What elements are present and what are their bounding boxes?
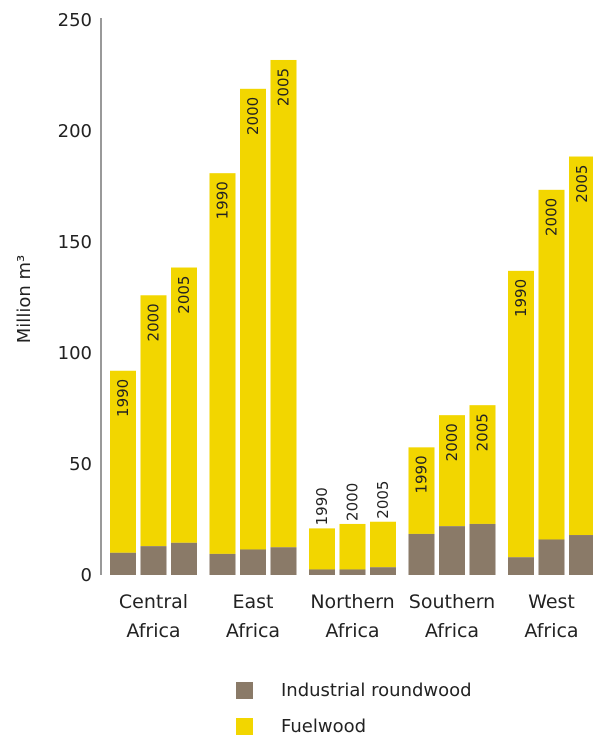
bar-fuelwood <box>439 415 465 527</box>
x-category-label: East <box>233 591 274 613</box>
bar-year-label: 2005 <box>573 165 591 203</box>
legend-swatch-fuelwood <box>236 717 253 735</box>
bar-year-label: 2000 <box>145 303 163 341</box>
x-category-label: Africa <box>126 620 180 642</box>
x-axis-labels: Central Africa East Africa Northern Africa Sou… <box>119 591 579 642</box>
x-category-label: Africa <box>425 620 479 642</box>
bar-industrial-roundwood <box>439 526 465 575</box>
x-category-label: Africa <box>325 620 379 642</box>
bar-industrial-roundwood <box>339 569 366 575</box>
bar-fuelwood <box>339 523 366 570</box>
bar-year-label: 1990 <box>413 455 431 493</box>
bar-year-label: 2000 <box>443 423 461 461</box>
x-category-label: Southern <box>409 591 495 613</box>
bar-year-label: 1990 <box>512 279 530 317</box>
bar-industrial-roundwood <box>140 546 167 575</box>
legend-item-fuelwood: Fuelwood <box>236 708 472 744</box>
y-axis-title: Million m³ <box>14 255 35 343</box>
bar-industrial-roundwood <box>209 553 236 575</box>
bar-fuelwood <box>171 267 197 543</box>
bar-year-label: 2000 <box>244 97 262 135</box>
bar-year-label: 2000 <box>344 483 362 521</box>
bar-fuelwood <box>240 88 266 550</box>
bar-industrial-roundwood <box>569 535 593 575</box>
bars: 1990 2000 2005 1990 2000 2005 1990 2000 2005 1990… <box>110 59 593 575</box>
bar-industrial-roundwood <box>469 523 496 575</box>
bar-industrial-roundwood <box>171 542 197 575</box>
bar-fuelwood <box>270 59 297 548</box>
bar-year-label: 2005 <box>275 68 293 106</box>
bar-year-label: 1990 <box>114 379 132 417</box>
x-category-label: Africa <box>226 620 280 642</box>
legend-label-industrial-roundwood: Industrial roundwood <box>281 679 472 701</box>
bar-fuelwood <box>140 295 167 547</box>
bar-industrial-roundwood <box>240 549 266 575</box>
y-axis: 0 50 100 150 200 250 <box>58 10 102 586</box>
y-tick-label: 0 <box>81 565 92 586</box>
bar-fuelwood <box>370 521 396 568</box>
y-tick-label: 200 <box>58 121 92 142</box>
legend-swatch-industrial-roundwood <box>236 681 253 699</box>
legend-item-industrial-roundwood: Industrial roundwood <box>236 672 472 708</box>
bar-fuelwood <box>209 173 236 554</box>
bar-industrial-roundwood <box>270 547 297 575</box>
x-category-label: Northern <box>310 591 394 613</box>
bar-industrial-roundwood <box>538 539 565 575</box>
legend-label-fuelwood: Fuelwood <box>281 715 367 737</box>
bar-year-label: 2005 <box>175 276 193 314</box>
bar-fuelwood <box>110 370 136 553</box>
x-category-label: West <box>528 591 575 613</box>
y-tick-label: 50 <box>69 454 92 475</box>
bar-industrial-roundwood <box>408 533 435 575</box>
bar-year-label: 2000 <box>543 198 561 236</box>
bar-fuelwood <box>309 528 335 570</box>
bar-year-label: 2005 <box>474 413 492 451</box>
y-tick-label: 150 <box>58 232 92 253</box>
bar-fuelwood <box>508 270 534 558</box>
x-category-label: Africa <box>524 620 578 642</box>
x-category-label: Central <box>119 591 188 613</box>
bar-fuelwood <box>538 189 565 540</box>
bar-industrial-roundwood <box>309 569 335 575</box>
bar-year-label: 1990 <box>214 181 232 219</box>
bar-industrial-roundwood <box>110 552 136 575</box>
bar-industrial-roundwood <box>370 567 396 575</box>
y-tick-label: 100 <box>58 343 92 364</box>
legend: Industrial roundwood Fuelwood <box>236 672 472 744</box>
bar-year-label: 1990 <box>313 487 331 525</box>
bar-year-label: 2005 <box>374 481 392 519</box>
y-tick-label: 250 <box>58 10 92 31</box>
bar-fuelwood <box>408 447 435 534</box>
bar-industrial-roundwood <box>508 557 534 575</box>
bar-fuelwood <box>469 405 496 524</box>
bar-fuelwood <box>569 156 593 536</box>
